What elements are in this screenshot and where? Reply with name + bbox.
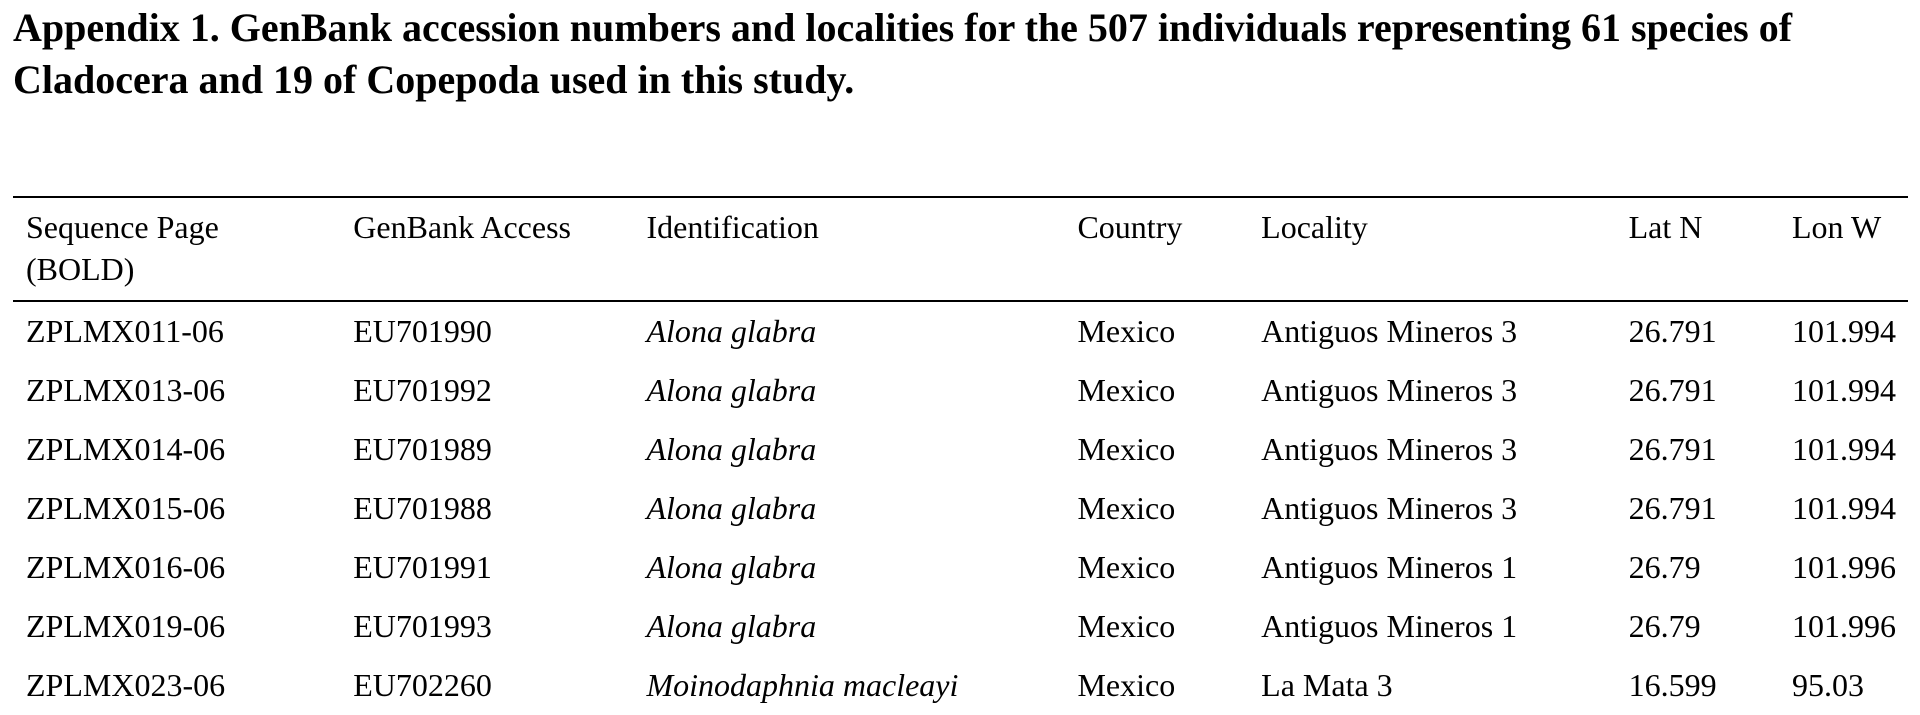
- cell-country: Mexico: [1077, 490, 1176, 526]
- cell-identification: Moinodaphnia macleayi: [646, 667, 959, 703]
- cell-genbank-access: EU701991: [353, 549, 492, 585]
- cell-country: Mexico: [1077, 313, 1176, 349]
- cell-lon-w: 101.994: [1792, 372, 1896, 408]
- cell-lat-n: 26.791: [1628, 372, 1717, 408]
- cell-lat-n: 26.791: [1628, 490, 1717, 526]
- table-caption: Appendix 1. GenBank accession numbers an…: [13, 5, 1793, 102]
- cell-lon-w: 101.994: [1792, 490, 1896, 526]
- table-header: Sequence Page (BOLD) GenBank Access Iden…: [13, 197, 1908, 301]
- cell-genbank-access: EU701988: [353, 490, 492, 526]
- table-body: ZPLMX011-06 EU701990 Alona glabra Mexico…: [13, 301, 1908, 715]
- cell-locality: Antiguos Mineros 1: [1261, 608, 1518, 644]
- table-row: ZPLMX011-06 EU701990 Alona glabra Mexico…: [13, 301, 1908, 361]
- table-row: ZPLMX015-06 EU701988 Alona glabra Mexico…: [13, 479, 1908, 538]
- cell-locality: Antiguos Mineros 3: [1261, 431, 1518, 467]
- cell-country: Mexico: [1077, 608, 1176, 644]
- cell-lat-n: 26.79: [1628, 608, 1701, 644]
- cell-genbank-access: EU701989: [353, 431, 492, 467]
- cell-genbank-access: EU702260: [353, 667, 492, 703]
- cell-identification: Alona glabra: [646, 431, 817, 467]
- cell-identification: Alona glabra: [646, 372, 817, 408]
- cell-locality: Antiguos Mineros 1: [1261, 549, 1518, 585]
- header-lon-w: Lon W: [1792, 209, 1882, 245]
- cell-sequence-page: ZPLMX015-06: [26, 490, 226, 526]
- cell-identification: Alona glabra: [646, 490, 817, 526]
- cell-lon-w: 101.996: [1792, 549, 1896, 585]
- cell-sequence-page: ZPLMX011-06: [26, 313, 224, 349]
- header-row: Sequence Page (BOLD) GenBank Access Iden…: [13, 197, 1908, 301]
- cell-locality: Antiguos Mineros 3: [1261, 372, 1518, 408]
- cell-lat-n: 16.599: [1628, 667, 1717, 703]
- header-lat-n: Lat N: [1628, 209, 1703, 245]
- cell-country: Mexico: [1077, 372, 1176, 408]
- table-row: ZPLMX016-06 EU701991 Alona glabra Mexico…: [13, 538, 1908, 597]
- cell-identification: Alona glabra: [646, 313, 817, 349]
- cell-locality: La Mata 3: [1261, 667, 1393, 703]
- cell-genbank-access: EU701993: [353, 608, 492, 644]
- header-identification: Identification: [646, 209, 819, 245]
- cell-lon-w: 101.994: [1792, 431, 1896, 467]
- cell-lat-n: 26.79: [1628, 549, 1701, 585]
- cell-country: Mexico: [1077, 549, 1176, 585]
- header-sequence-page: Sequence Page (BOLD): [26, 209, 219, 287]
- table-row: ZPLMX023-06 EU702260 Moinodaphnia maclea…: [13, 656, 1908, 715]
- table-row: ZPLMX014-06 EU701989 Alona glabra Mexico…: [13, 420, 1908, 479]
- cell-sequence-page: ZPLMX014-06: [26, 431, 226, 467]
- cell-genbank-access: EU701990: [353, 313, 492, 349]
- cell-lon-w: 101.996: [1792, 608, 1896, 644]
- cell-locality: Antiguos Mineros 3: [1261, 313, 1518, 349]
- cell-lon-w: 95.03: [1792, 667, 1864, 703]
- cell-sequence-page: ZPLMX023-06: [26, 667, 226, 703]
- cell-sequence-page: ZPLMX016-06: [26, 549, 226, 585]
- cell-lat-n: 26.791: [1628, 313, 1717, 349]
- cell-lon-w: 101.994: [1792, 313, 1896, 349]
- cell-genbank-access: EU701992: [353, 372, 492, 408]
- cell-lat-n: 26.791: [1628, 431, 1717, 467]
- cell-locality: Antiguos Mineros 3: [1261, 490, 1518, 526]
- header-locality: Locality: [1261, 209, 1368, 245]
- header-genbank-access: GenBank Access: [353, 209, 571, 245]
- cell-country: Mexico: [1077, 667, 1176, 703]
- cell-country: Mexico: [1077, 431, 1176, 467]
- cell-identification: Alona glabra: [646, 608, 817, 644]
- data-table: Sequence Page (BOLD) GenBank Access Iden…: [13, 196, 1908, 715]
- table-row: ZPLMX013-06 EU701992 Alona glabra Mexico…: [13, 361, 1908, 420]
- cell-sequence-page: ZPLMX019-06: [26, 608, 226, 644]
- table-row: ZPLMX019-06 EU701993 Alona glabra Mexico…: [13, 597, 1908, 656]
- cell-sequence-page: ZPLMX013-06: [26, 372, 226, 408]
- data-table-container: Sequence Page (BOLD) GenBank Access Iden…: [13, 196, 1908, 715]
- header-country: Country: [1077, 209, 1183, 245]
- cell-identification: Alona glabra: [646, 549, 817, 585]
